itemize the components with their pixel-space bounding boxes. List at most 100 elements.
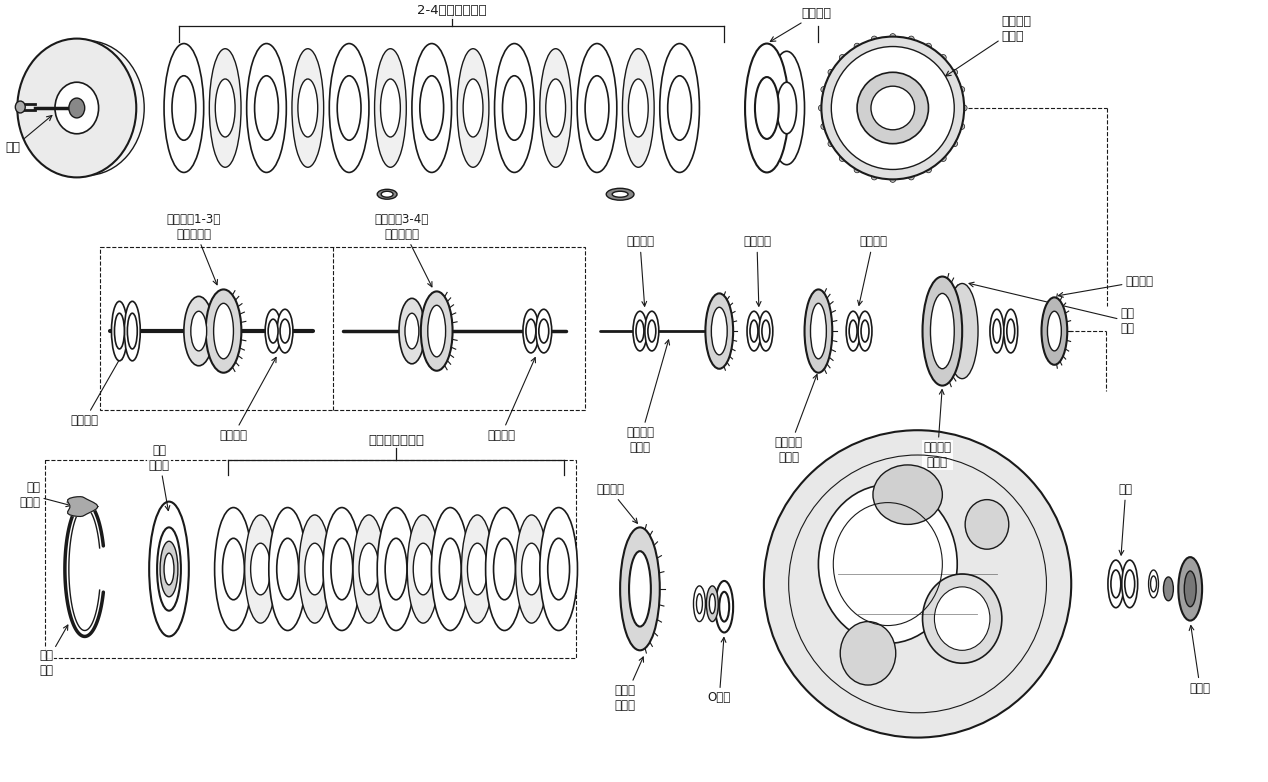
Ellipse shape	[1041, 297, 1068, 364]
Ellipse shape	[1164, 577, 1173, 601]
Ellipse shape	[268, 319, 278, 343]
Ellipse shape	[941, 55, 946, 60]
Ellipse shape	[931, 293, 955, 369]
Ellipse shape	[694, 586, 705, 622]
Polygon shape	[67, 497, 98, 516]
Ellipse shape	[439, 538, 462, 600]
Ellipse shape	[548, 538, 569, 600]
Ellipse shape	[890, 34, 895, 40]
Text: 轴承组件: 轴承组件	[596, 483, 638, 523]
Ellipse shape	[839, 55, 846, 60]
Ellipse shape	[645, 311, 659, 351]
Ellipse shape	[623, 48, 654, 167]
Ellipse shape	[150, 501, 189, 637]
Ellipse shape	[872, 465, 942, 525]
Ellipse shape	[959, 124, 965, 130]
Ellipse shape	[521, 543, 541, 595]
Ellipse shape	[990, 309, 1004, 353]
Ellipse shape	[760, 311, 772, 351]
Ellipse shape	[850, 320, 857, 342]
Ellipse shape	[522, 309, 539, 353]
Ellipse shape	[247, 44, 287, 173]
Text: 泵轮轴和3-4档
接合离合器: 泵轮轴和3-4档 接合离合器	[375, 213, 432, 287]
Ellipse shape	[629, 551, 650, 626]
Text: 支撑套筒: 支撑套筒	[770, 7, 832, 41]
Text: 轴承组件: 轴承组件	[626, 235, 654, 307]
Ellipse shape	[951, 70, 957, 75]
Ellipse shape	[810, 303, 827, 359]
Ellipse shape	[164, 44, 204, 173]
Ellipse shape	[304, 543, 325, 595]
Ellipse shape	[330, 44, 369, 173]
Ellipse shape	[659, 44, 700, 173]
Ellipse shape	[468, 543, 487, 595]
Text: 轴承: 轴承	[1118, 483, 1132, 555]
Text: 大太
阳轮: 大太 阳轮	[969, 282, 1135, 335]
Ellipse shape	[946, 284, 978, 378]
Text: 轴承组件: 轴承组件	[857, 235, 886, 305]
Text: 密封垫: 密封垫	[1189, 626, 1211, 694]
Ellipse shape	[413, 543, 434, 595]
Ellipse shape	[612, 192, 628, 197]
Ellipse shape	[112, 301, 127, 361]
Text: 轴承组件: 轴承组件	[219, 357, 276, 442]
Ellipse shape	[516, 515, 548, 623]
Bar	[100, 247, 586, 411]
Ellipse shape	[762, 320, 770, 342]
Ellipse shape	[353, 515, 384, 623]
Ellipse shape	[172, 76, 195, 140]
Text: 止推垫片: 止推垫片	[71, 354, 123, 427]
Ellipse shape	[715, 581, 733, 633]
Ellipse shape	[377, 508, 415, 630]
Ellipse shape	[935, 586, 990, 651]
Ellipse shape	[18, 38, 136, 178]
Ellipse shape	[1047, 311, 1061, 351]
Ellipse shape	[124, 301, 141, 361]
Ellipse shape	[216, 79, 235, 137]
Ellipse shape	[299, 515, 331, 623]
Ellipse shape	[68, 98, 85, 118]
Ellipse shape	[1184, 571, 1196, 607]
Ellipse shape	[1007, 319, 1014, 343]
Ellipse shape	[421, 292, 453, 371]
Text: 单向
离合器: 单向 离合器	[148, 444, 170, 511]
Ellipse shape	[706, 586, 718, 622]
Ellipse shape	[959, 87, 965, 92]
Ellipse shape	[908, 174, 914, 180]
Ellipse shape	[648, 320, 656, 342]
Ellipse shape	[951, 141, 957, 147]
Ellipse shape	[399, 299, 425, 364]
Ellipse shape	[923, 574, 1002, 663]
Ellipse shape	[832, 46, 955, 170]
Ellipse shape	[1108, 560, 1123, 608]
Ellipse shape	[213, 303, 233, 359]
Ellipse shape	[855, 43, 860, 49]
Ellipse shape	[495, 44, 534, 173]
Ellipse shape	[377, 189, 397, 199]
Ellipse shape	[420, 76, 444, 140]
Ellipse shape	[890, 177, 895, 182]
Ellipse shape	[941, 156, 946, 161]
Text: 大太阳轮
驱动壳: 大太阳轮 驱动壳	[923, 389, 951, 469]
Ellipse shape	[331, 538, 353, 600]
Ellipse shape	[696, 594, 702, 614]
Ellipse shape	[858, 311, 872, 351]
Ellipse shape	[763, 430, 1071, 737]
Ellipse shape	[502, 76, 526, 140]
Ellipse shape	[620, 527, 659, 651]
Ellipse shape	[427, 305, 445, 357]
Ellipse shape	[205, 289, 241, 373]
Text: O形圈: O形圈	[708, 637, 730, 705]
Ellipse shape	[1004, 309, 1018, 353]
Ellipse shape	[545, 79, 566, 137]
Ellipse shape	[668, 76, 691, 140]
Ellipse shape	[841, 622, 895, 685]
Ellipse shape	[709, 594, 715, 614]
Ellipse shape	[380, 79, 401, 137]
Ellipse shape	[828, 141, 834, 147]
Ellipse shape	[404, 314, 418, 349]
Ellipse shape	[540, 508, 577, 630]
Ellipse shape	[747, 311, 761, 351]
Ellipse shape	[251, 543, 270, 595]
Ellipse shape	[265, 309, 281, 353]
